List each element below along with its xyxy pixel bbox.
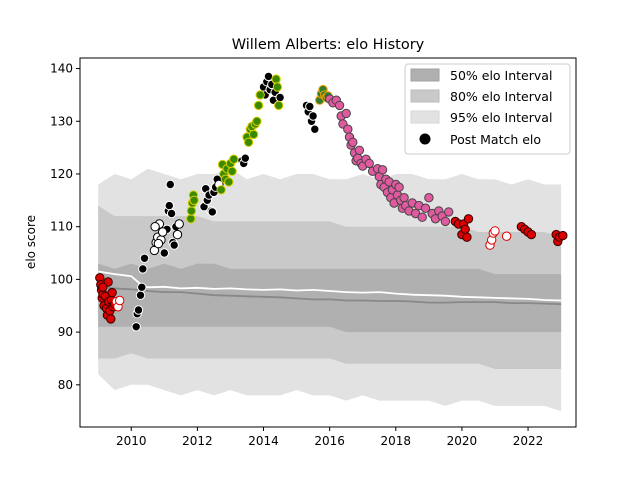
elo-point-black xyxy=(166,208,177,219)
elo-point-pink xyxy=(394,182,404,192)
elo-point-open-black xyxy=(172,229,183,240)
elo-point-pink xyxy=(424,193,434,203)
elo-point-open-black xyxy=(158,227,168,237)
y-tick-label: 130 xyxy=(50,114,73,128)
elo-point-red xyxy=(106,314,116,324)
elo-point-pink xyxy=(444,207,454,217)
elo-point-green xyxy=(248,129,259,140)
y-tick-label: 140 xyxy=(50,62,73,76)
elo-point-black xyxy=(305,101,315,112)
elo-point-green xyxy=(271,74,281,84)
elo-point-open-black xyxy=(150,222,160,232)
elo-point-pink xyxy=(348,137,358,148)
y-axis: 80 90 100 110 120 130 140 xyxy=(50,62,80,392)
elo-point-red xyxy=(462,232,472,242)
elo-point-black xyxy=(159,248,170,258)
post-match-elo-points xyxy=(95,71,568,332)
plot-area xyxy=(95,71,568,412)
legend-swatch-80 xyxy=(410,89,440,103)
legend-box xyxy=(404,63,571,155)
elo-point-open-red xyxy=(115,295,125,306)
y-tick-label: 110 xyxy=(50,220,73,234)
median-line-gray xyxy=(98,286,562,306)
elo-point-green xyxy=(186,214,196,224)
elo-point-green xyxy=(229,154,239,164)
elo-point-red xyxy=(463,214,474,224)
x-tick-label: 2022 xyxy=(513,434,544,448)
x-tick-label: 2012 xyxy=(182,434,213,448)
legend-label-95: 95% elo Interval xyxy=(450,110,552,125)
elo-point-pink xyxy=(440,216,451,227)
elo-point-pink xyxy=(354,145,365,156)
elo-point-black xyxy=(133,305,144,315)
legend-label-80: 80% elo Interval xyxy=(450,89,552,104)
elo-point-black xyxy=(240,153,251,163)
elo-point-black xyxy=(139,253,150,263)
elo-point-black xyxy=(169,240,179,250)
elo-point-green xyxy=(252,116,262,127)
elo-point-pink xyxy=(334,100,345,111)
elo-point-green xyxy=(255,90,265,100)
elo-point-pink xyxy=(364,158,374,169)
legend-swatch-50 xyxy=(410,68,440,82)
elo-point-green xyxy=(272,82,283,92)
x-tick-label: 2014 xyxy=(248,434,279,448)
elo-point-green xyxy=(186,206,197,216)
elo-point-pink xyxy=(420,203,431,213)
elo-point-open-black xyxy=(153,238,164,249)
y-tick-label: 120 xyxy=(50,167,73,181)
y-axis-label: elo score xyxy=(24,215,38,269)
legend-marker-post-match xyxy=(419,133,431,145)
legend-label-post-match: Post Match elo xyxy=(450,132,541,147)
elo-point-green xyxy=(227,166,237,177)
elo-point-black xyxy=(164,200,175,211)
elo-point-pink xyxy=(377,165,388,175)
elo-point-red xyxy=(558,230,568,241)
elo-point-red xyxy=(98,282,108,292)
legend-swatch-95 xyxy=(410,110,440,124)
elo-point-pink xyxy=(341,108,351,119)
chart-title: Willem Alberts: elo History xyxy=(232,37,425,53)
x-tick-label: 2010 xyxy=(116,434,147,448)
elo-point-green xyxy=(253,100,264,111)
elo-point-black xyxy=(165,179,176,190)
elo-point-black xyxy=(308,111,318,121)
elo-point-black xyxy=(137,282,147,292)
elo-point-red xyxy=(460,224,470,235)
elo-point-green xyxy=(224,177,234,187)
elo-point-green xyxy=(243,137,254,148)
elo-point-black xyxy=(131,322,141,332)
elo-point-open-red xyxy=(501,231,512,241)
elo-point-open-red xyxy=(490,226,500,236)
elo-point-green xyxy=(274,100,284,111)
elo-point-pink xyxy=(343,124,353,134)
y-tick-label: 100 xyxy=(50,272,73,286)
elo-point-black xyxy=(138,264,148,274)
elo-point-open-black xyxy=(174,219,184,229)
x-tick-label: 2016 xyxy=(314,434,345,448)
elo-point-black xyxy=(275,92,285,103)
elo-point-green xyxy=(189,195,199,206)
legend-label-50: 50% elo Interval xyxy=(450,68,552,83)
elo-point-black xyxy=(310,124,320,134)
elo-point-green xyxy=(216,185,226,195)
elo-point-red xyxy=(526,229,537,240)
legend: 50% elo Interval 80% elo Interval 95% el… xyxy=(404,63,571,155)
median-lines xyxy=(98,270,562,306)
x-axis: 2010 2012 2014 2016 2018 2020 2022 xyxy=(116,427,543,448)
elo-point-pink xyxy=(399,193,409,203)
band-50-area xyxy=(98,263,562,333)
y-tick-label: 90 xyxy=(58,325,73,339)
x-tick-label: 2020 xyxy=(447,434,478,448)
elo-point-black xyxy=(135,290,146,300)
plot-frame xyxy=(79,57,577,428)
median-line-white xyxy=(98,270,562,302)
y-tick-label: 80 xyxy=(58,378,73,392)
x-tick-label: 2018 xyxy=(381,434,412,448)
elo-point-pink xyxy=(417,212,427,222)
elo-point-red xyxy=(107,287,117,298)
interval-band-50 xyxy=(98,263,562,333)
elo-point-black xyxy=(207,207,218,217)
